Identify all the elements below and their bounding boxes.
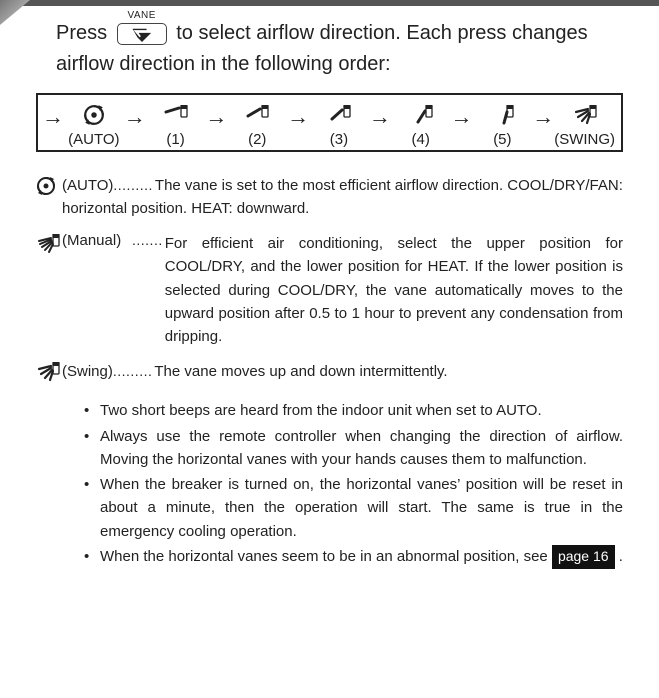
- page-reference: page 16: [552, 545, 615, 569]
- vane-button-graphic: VANE: [117, 19, 167, 49]
- def-swing-label: (Swing): [62, 363, 113, 380]
- manual-icon: [36, 234, 60, 254]
- def-swing-dots: .........: [113, 363, 153, 379]
- seq-label-5: (5): [493, 131, 511, 148]
- vane-pos2-icon: [244, 105, 270, 125]
- seq-label-1: (1): [166, 131, 184, 148]
- note-item: When the horizontal vanes seem to be in …: [84, 545, 623, 569]
- vane-pos5-icon: [489, 105, 515, 125]
- def-auto-label: (AUTO): [62, 177, 113, 194]
- intro-text: Press VANE to select airflow direction. …: [56, 18, 623, 79]
- vane-pos1-icon: [163, 105, 189, 125]
- def-manual-text: For efficient air conditioning, select t…: [165, 232, 623, 348]
- def-swing: (Swing).........The vane moves up and do…: [36, 360, 623, 387]
- note-item: Always use the remote controller when ch…: [84, 425, 623, 472]
- note-text: When the horizontal vanes seem to be in …: [100, 548, 552, 565]
- seq-item-2: (2): [227, 101, 287, 148]
- def-auto: (AUTO).........The vane is set to the mo…: [36, 174, 623, 221]
- notes-list: Two short beeps are heard from the indoo…: [84, 399, 623, 568]
- seq-label-2: (2): [248, 131, 266, 148]
- swing-icon: [572, 105, 598, 125]
- seq-arrow: →: [532, 104, 554, 130]
- page-top-rule: [0, 0, 659, 6]
- auto-icon: [36, 176, 56, 196]
- swing-icon: [36, 362, 60, 382]
- note-period: .: [619, 548, 623, 565]
- def-auto-dots: .........: [113, 177, 153, 193]
- vane-button-label: VANE: [117, 8, 167, 23]
- vane-button-frame: [117, 23, 167, 45]
- seq-arrow: →: [451, 104, 473, 130]
- intro-part-a: Press: [56, 22, 113, 44]
- seq-arrow: →: [205, 104, 227, 130]
- sequence-box: → (AUTO) → (1) → (2) → (3) →: [36, 93, 623, 152]
- vane-pos3-icon: [326, 105, 352, 125]
- seq-item-1: (1): [146, 101, 206, 148]
- seq-item-auto: (AUTO): [64, 101, 124, 148]
- note-item: When the breaker is turned on, the horiz…: [84, 473, 623, 543]
- seq-item-4: (4): [391, 101, 451, 148]
- def-manual-dots: .......: [132, 232, 163, 348]
- seq-label-3: (3): [330, 131, 348, 148]
- vane-pos4-icon: [408, 105, 434, 125]
- vane-button-arrow-icon: [129, 26, 155, 42]
- def-manual: (Manual)....... For efficient air condit…: [36, 232, 623, 348]
- seq-arrow: →: [124, 104, 146, 130]
- seq-item-3: (3): [309, 101, 369, 148]
- sequence-arrow-lead: →: [42, 104, 64, 130]
- seq-item-5: (5): [473, 101, 533, 148]
- seq-label-auto: (AUTO): [68, 131, 119, 148]
- page-content: Press VANE to select airflow direction. …: [0, 6, 659, 569]
- seq-label-swing: (SWING): [554, 131, 615, 148]
- auto-icon: [83, 104, 105, 126]
- definitions: (AUTO).........The vane is set to the mo…: [36, 174, 623, 388]
- seq-label-4: (4): [411, 131, 429, 148]
- def-swing-text: The vane moves up and down intermittentl…: [154, 363, 447, 380]
- seq-arrow: →: [287, 104, 309, 130]
- def-manual-label: (Manual): [62, 232, 132, 348]
- seq-arrow: →: [369, 104, 391, 130]
- seq-item-swing: (SWING): [554, 101, 615, 148]
- sequence-row: → (AUTO) → (1) → (2) → (3) →: [44, 101, 615, 148]
- note-item: Two short beeps are heard from the indoo…: [84, 399, 623, 422]
